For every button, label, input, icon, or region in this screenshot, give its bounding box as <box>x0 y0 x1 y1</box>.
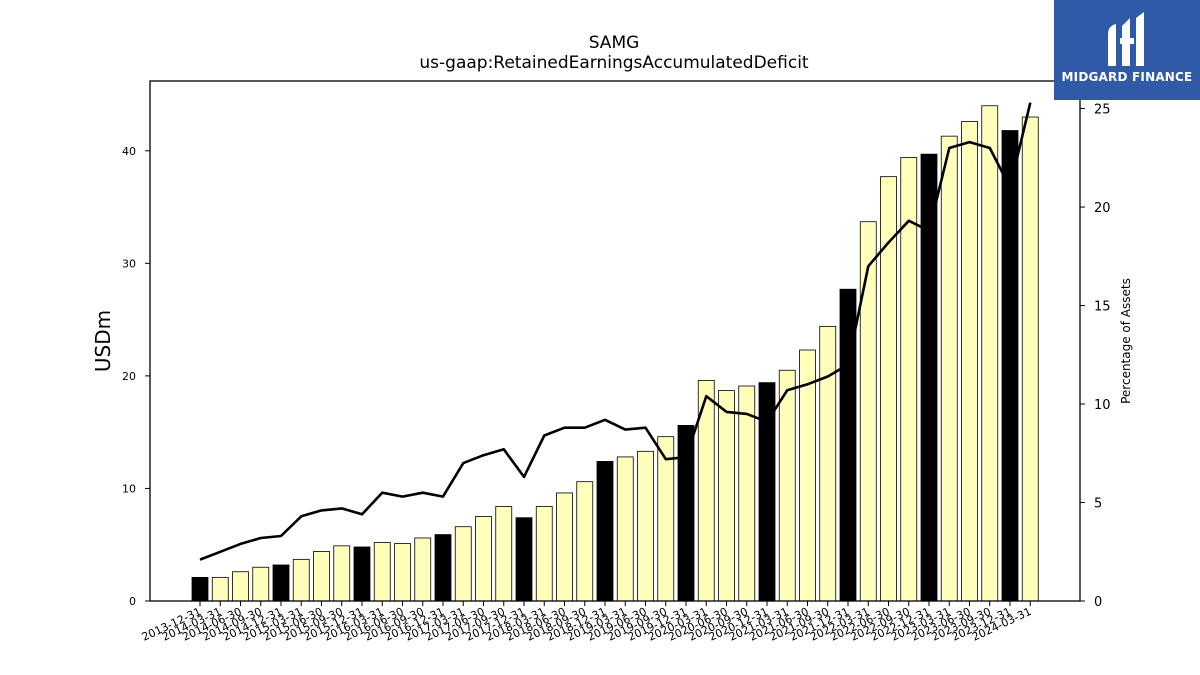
bar <box>677 425 695 602</box>
y-right-tick-label: 25 <box>1094 103 1111 118</box>
bar <box>1001 130 1019 602</box>
bar <box>313 551 330 602</box>
bar <box>1021 116 1039 602</box>
y-tick-label: 40 <box>122 145 136 158</box>
bar <box>961 121 978 602</box>
bar <box>940 135 958 602</box>
y-tick-label: 10 <box>122 482 136 495</box>
y-right-tick-label: 0 <box>1094 595 1102 610</box>
bar <box>252 566 270 602</box>
midgard-m-logo-icon <box>1108 12 1144 66</box>
y-axis-label: USDm <box>91 310 115 372</box>
bar <box>799 349 816 602</box>
bar <box>778 369 796 602</box>
bar <box>373 542 391 602</box>
plot-frame <box>149 80 1081 602</box>
bar <box>475 516 492 602</box>
y-right-tick-label: 15 <box>1094 300 1111 315</box>
bar <box>657 436 675 602</box>
bar <box>292 558 310 602</box>
chart-title: SAMG <box>589 33 640 53</box>
bar-group <box>191 105 1039 602</box>
y-tick-label: 20 <box>122 370 136 383</box>
y-axis-right: 0 5 10 15 20 25 <box>1080 103 1111 610</box>
y-right-tick-label: 10 <box>1094 398 1111 413</box>
line-group <box>199 102 1032 561</box>
y-right-tick-label: 5 <box>1094 497 1102 512</box>
bar <box>454 526 472 602</box>
y-axis-right-label: Percentage of Assets <box>1119 278 1133 404</box>
y-axis-left: 0 10 20 30 40 <box>122 145 150 608</box>
chart-subtitle: us-gaap:RetainedEarningsAccumulatedDefic… <box>419 53 809 73</box>
bar <box>353 546 371 602</box>
bar <box>515 517 533 602</box>
bar <box>576 481 594 602</box>
bar <box>232 571 249 602</box>
bar <box>495 506 513 602</box>
bar <box>637 450 654 602</box>
x-axis: 2013-12-312014-03-312014-06-302014-09-30… <box>140 601 1034 644</box>
bar <box>434 534 452 602</box>
y-tick-label: 30 <box>122 257 136 270</box>
bar <box>880 176 897 602</box>
bar <box>738 385 756 602</box>
bar <box>616 456 634 602</box>
bar <box>333 545 351 602</box>
bar <box>556 492 573 602</box>
bar <box>718 390 735 602</box>
bar <box>272 564 290 602</box>
bar <box>819 325 837 602</box>
bar <box>211 576 229 602</box>
bar <box>394 543 411 602</box>
line-series <box>199 102 1032 561</box>
bar <box>981 105 999 602</box>
bar <box>535 506 553 602</box>
brand-logo: MIDGARD FINANCE <box>1054 0 1200 100</box>
bar <box>920 153 938 602</box>
y-right-tick-label: 20 <box>1094 201 1111 216</box>
bar <box>191 576 209 602</box>
bar <box>859 221 877 602</box>
y-tick-label: 0 <box>129 595 136 608</box>
brand-name: MIDGARD FINANCE <box>1061 70 1193 84</box>
bar <box>596 461 614 602</box>
bar <box>414 537 432 602</box>
